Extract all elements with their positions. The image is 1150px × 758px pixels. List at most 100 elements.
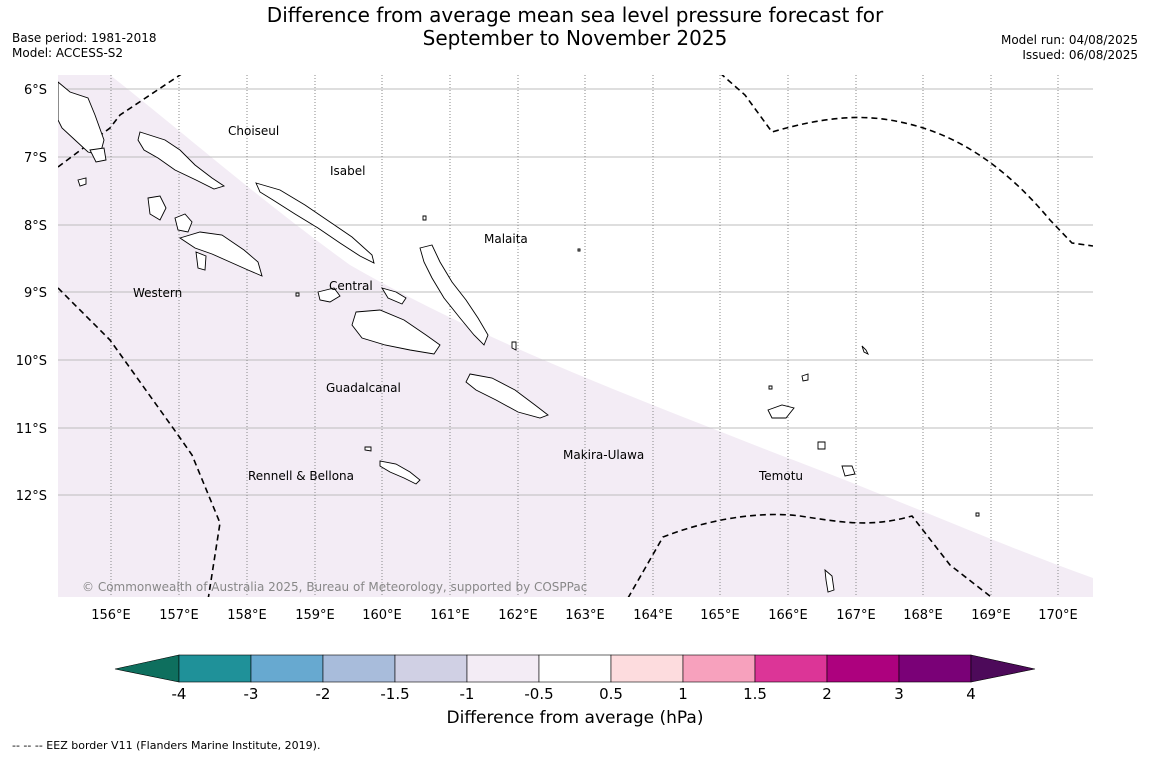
shaded-anomaly-region xyxy=(58,75,1093,597)
russell-islands xyxy=(381,287,407,305)
lat-label-10s: 10°S xyxy=(16,354,47,369)
colorbar-swatch-1 xyxy=(178,654,252,683)
region-label-central: Central xyxy=(329,279,373,293)
utupua-island xyxy=(817,441,826,450)
reef-islands xyxy=(801,373,809,382)
cb-tick-11: 3 xyxy=(894,685,904,703)
region-labels: Choiseul Isabel Malaita Western Central … xyxy=(133,124,803,483)
eez-legend-note: -- -- -- EEZ border V11 (Flanders Marine… xyxy=(12,739,321,752)
region-label-isabel: Isabel xyxy=(330,164,365,178)
region-label-guadalcanal: Guadalcanal xyxy=(326,381,401,395)
region-label-rennell-bellona: Rennell & Bellona xyxy=(248,469,354,483)
ranongga-island xyxy=(195,251,207,271)
model-run-text: Model run: 04/08/2025 xyxy=(1000,33,1138,47)
sikaiana-atoll xyxy=(577,248,581,252)
cb-tick-6: -0.5 xyxy=(524,685,553,703)
choiseul-island xyxy=(137,131,226,190)
lon-label-165e: 165°E xyxy=(700,608,740,623)
isabel-island xyxy=(255,182,375,264)
lon-label-158e: 158°E xyxy=(227,608,267,623)
lat-label-12s: 12°S xyxy=(16,489,47,504)
cb-tick-2: -3 xyxy=(244,685,259,703)
eez-border-west xyxy=(58,287,221,597)
title-line-2: September to November 2025 xyxy=(422,26,728,50)
colorbar-swatch-8 xyxy=(682,654,756,683)
coastlines xyxy=(58,81,980,593)
lon-label-169e: 169°E xyxy=(971,608,1011,623)
lon-label-162e: 162°E xyxy=(498,608,538,623)
title-line-1: Difference from average mean sea level p… xyxy=(266,3,884,27)
cb-tick-10: 2 xyxy=(822,685,832,703)
vella-lavella-island xyxy=(174,213,193,233)
tikopia-island xyxy=(975,512,980,517)
cb-tick-5: -1 xyxy=(460,685,475,703)
lat-label-8s: 8°S xyxy=(24,219,47,234)
region-label-temotu: Temotu xyxy=(758,469,803,483)
colorbar-swatch-6 xyxy=(538,654,612,683)
small-island-central-1 xyxy=(295,292,300,297)
colorbar-swatch-low-extend xyxy=(114,654,180,683)
model-text: Model: ACCESS-S2 xyxy=(12,46,124,60)
colorbar-swatch-9 xyxy=(754,654,828,683)
meta-left: Base period: 1981-2018 Model: ACCESS-S2 xyxy=(12,31,157,61)
ulawa-island xyxy=(511,341,517,351)
map: 6°S 7°S 8°S 9°S 10°S 11°S 12°S 156°E 157… xyxy=(16,75,1093,623)
lon-label-163e: 163°E xyxy=(565,608,605,623)
copyright-text: © Commonwealth of Australia 2025, Bureau… xyxy=(82,580,588,594)
region-label-choiseul: Choiseul xyxy=(228,124,279,138)
colorbar-swatch-7 xyxy=(610,654,684,683)
latitude-gridlines xyxy=(58,88,1093,496)
colorbar-swatches xyxy=(114,654,1036,683)
lat-label-9s: 9°S xyxy=(24,286,47,301)
cb-tick-9: 1.5 xyxy=(743,685,767,703)
fauro-island xyxy=(89,147,107,163)
florida-islands xyxy=(317,287,341,303)
lon-label-160e: 160°E xyxy=(362,608,402,623)
bellona-island xyxy=(364,446,372,452)
treasury-island xyxy=(77,177,87,187)
colorbar-swatch-11 xyxy=(898,654,972,683)
region-label-malaita: Malaita xyxy=(484,232,528,246)
rennell-island xyxy=(379,460,421,485)
meta-right: Model run: 04/08/2025 Issued: 06/08/2025 xyxy=(1001,33,1138,63)
lon-label-161e: 161°E xyxy=(430,608,470,623)
colorbar-swatch-2 xyxy=(250,654,324,683)
lon-label-166e: 166°E xyxy=(768,608,808,623)
anuta-island xyxy=(824,568,835,593)
issued-text: Issued: 06/08/2025 xyxy=(1022,48,1138,62)
small-island-temotu-1 xyxy=(768,385,773,390)
colorbar: -4 -3 -2 -1.5 -1 -0.5 0.5 1 1.5 2 3 4 xyxy=(114,654,1036,703)
duff-islands xyxy=(861,345,870,356)
lon-label-167e: 167°E xyxy=(836,608,876,623)
colorbar-tick-labels: -4 -3 -2 -1.5 -1 -0.5 0.5 1 1.5 2 3 4 xyxy=(172,685,976,703)
region-label-western: Western xyxy=(133,286,182,300)
lon-label-168e: 168°E xyxy=(903,608,943,623)
colorbar-swatch-5 xyxy=(466,654,540,683)
colorbar-swatch-4 xyxy=(394,654,468,683)
guadalcanal-island xyxy=(351,309,441,355)
santa-cruz-ndende-island xyxy=(767,404,795,419)
colorbar-swatch-high-extend xyxy=(970,654,1036,683)
lat-label-11s: 11°S xyxy=(16,422,47,437)
malaita-island xyxy=(419,244,489,346)
shortland-islands xyxy=(147,195,167,221)
cb-tick-1: -4 xyxy=(172,685,187,703)
cb-tick-7: 0.5 xyxy=(599,685,623,703)
lon-label-156e: 156°E xyxy=(91,608,131,623)
ontong-java-area xyxy=(422,215,427,221)
eez-border-south xyxy=(627,513,993,597)
lat-label-6s: 6°S xyxy=(24,83,47,98)
cb-tick-12: 4 xyxy=(966,685,976,703)
colorbar-label: Difference from average (hPa) xyxy=(446,708,704,728)
longitude-labels: 156°E 157°E 158°E 159°E 160°E 161°E 162°… xyxy=(91,608,1078,623)
region-label-makira-ulawa: Makira-Ulawa xyxy=(563,448,644,462)
cb-tick-4: -1.5 xyxy=(380,685,409,703)
lon-label-159e: 159°E xyxy=(295,608,335,623)
eez-border-north xyxy=(721,75,1093,247)
latitude-labels: 6°S 7°S 8°S 9°S 10°S 11°S 12°S xyxy=(16,83,47,504)
base-period-text: Base period: 1981-2018 xyxy=(12,31,157,45)
cb-tick-8: 1 xyxy=(678,685,688,703)
lon-label-164e: 164°E xyxy=(633,608,673,623)
colorbar-swatch-10 xyxy=(826,654,900,683)
new-georgia-island xyxy=(178,231,263,277)
